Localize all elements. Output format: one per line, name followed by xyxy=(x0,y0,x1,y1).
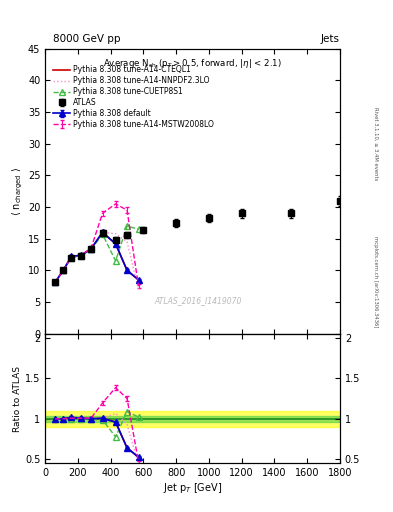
Pythia 8.308 tune-CUETP8S1 xyxy=(69,254,74,261)
Pythia 8.308 tune-A14-NNPDF2.3LO xyxy=(113,230,118,237)
Text: Average N$_{\rm ch}$ (p$_{\rm T}$$>$0.5, forward, |$\eta$| < 2.1): Average N$_{\rm ch}$ (p$_{\rm T}$$>$0.5,… xyxy=(103,57,282,70)
Pythia 8.308 tune-CUETP8S1 xyxy=(100,231,105,238)
Pythia 8.308 tune-CUETP8S1 xyxy=(125,223,129,229)
Text: Jets: Jets xyxy=(321,33,340,44)
Pythia 8.308 tune-A14-NNPDF2.3LO xyxy=(53,280,57,286)
Pythia 8.308 tune-CUETP8S1 xyxy=(61,267,66,273)
Pythia 8.308 tune-CUETP8S1 xyxy=(53,280,57,286)
Pythia 8.308 tune-CUETP8S1 xyxy=(79,253,84,259)
Pythia 8.308 tune-A14-NNPDF2.3LO xyxy=(136,286,141,292)
Y-axis label: Ratio to ATLAS: Ratio to ATLAS xyxy=(13,366,22,432)
Pythia 8.308 tune-CUETP8S1 xyxy=(89,246,94,252)
Pythia 8.308 tune-A14-CTEQL1 xyxy=(136,277,141,283)
Text: Rivet 3.1.10, ≥ 3.4M events: Rivet 3.1.10, ≥ 3.4M events xyxy=(373,106,378,180)
Pythia 8.308 tune-A14-NNPDF2.3LO xyxy=(61,267,66,273)
Pythia 8.308 tune-CUETP8S1 xyxy=(136,226,141,232)
Pythia 8.308 tune-A14-NNPDF2.3LO xyxy=(69,254,74,260)
Pythia 8.308 tune-A14-CTEQL1 xyxy=(53,280,57,286)
Pythia 8.308 tune-A14-CTEQL1 xyxy=(79,252,84,258)
X-axis label: Jet p$_{T}$ [GeV]: Jet p$_{T}$ [GeV] xyxy=(163,481,222,495)
Text: 8000 GeV pp: 8000 GeV pp xyxy=(53,33,121,44)
Pythia 8.308 tune-A14-NNPDF2.3LO xyxy=(100,229,105,236)
Pythia 8.308 tune-CUETP8S1 xyxy=(113,258,118,264)
Text: mcplots.cern.ch [arXiv:1306.3436]: mcplots.cern.ch [arXiv:1306.3436] xyxy=(373,236,378,327)
Pythia 8.308 tune-A14-CTEQL1 xyxy=(125,267,129,273)
Pythia 8.308 tune-A14-CTEQL1 xyxy=(100,229,105,236)
Text: ATLAS_2016_I1419070: ATLAS_2016_I1419070 xyxy=(155,296,242,305)
Legend: Pythia 8.308 tune-A14-CTEQL1, Pythia 8.308 tune-A14-NNPDF2.3LO, Pythia 8.308 tun: Pythia 8.308 tune-A14-CTEQL1, Pythia 8.3… xyxy=(52,64,216,131)
Pythia 8.308 tune-A14-NNPDF2.3LO xyxy=(89,246,94,252)
Line: Pythia 8.308 tune-A14-CTEQL1: Pythia 8.308 tune-A14-CTEQL1 xyxy=(55,232,139,283)
Pythia 8.308 tune-A14-NNPDF2.3LO xyxy=(79,253,84,259)
Pythia 8.308 tune-A14-CTEQL1 xyxy=(89,246,94,252)
Y-axis label: ⟨ n$_{\rm charged}$ ⟩: ⟨ n$_{\rm charged}$ ⟩ xyxy=(11,166,25,216)
Pythia 8.308 tune-A14-CTEQL1 xyxy=(61,267,66,273)
Pythia 8.308 tune-A14-NNPDF2.3LO xyxy=(125,239,129,245)
Line: Pythia 8.308 tune-A14-NNPDF2.3LO: Pythia 8.308 tune-A14-NNPDF2.3LO xyxy=(55,232,139,289)
Pythia 8.308 tune-A14-CTEQL1 xyxy=(113,241,118,247)
Line: Pythia 8.308 tune-CUETP8S1: Pythia 8.308 tune-CUETP8S1 xyxy=(52,223,141,285)
Pythia 8.308 tune-A14-CTEQL1 xyxy=(69,253,74,260)
